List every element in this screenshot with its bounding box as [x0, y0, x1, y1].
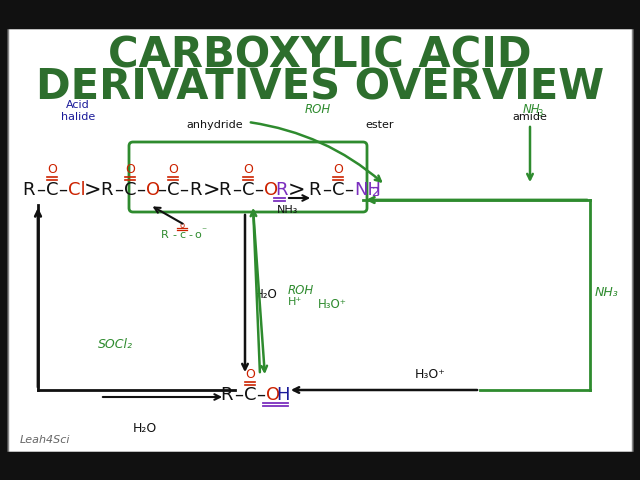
- Text: C: C: [242, 181, 255, 199]
- Text: O: O: [333, 163, 343, 176]
- Text: >: >: [84, 180, 102, 200]
- Text: NH: NH: [523, 103, 541, 116]
- Text: O: O: [266, 386, 280, 404]
- Text: 2: 2: [371, 187, 379, 200]
- Text: ester: ester: [365, 120, 394, 130]
- Bar: [8, 28, 632, 452]
- Text: H: H: [276, 386, 289, 404]
- Text: R: R: [308, 181, 321, 199]
- Text: CARBOXYLIC ACID: CARBOXYLIC ACID: [108, 34, 532, 76]
- Text: -: -: [188, 230, 192, 240]
- Text: C: C: [167, 181, 179, 199]
- Text: O: O: [125, 163, 135, 176]
- Text: C: C: [244, 386, 257, 404]
- Text: O: O: [146, 181, 160, 199]
- Text: anhydride: anhydride: [187, 120, 243, 130]
- Text: SOCl₂: SOCl₂: [97, 338, 132, 351]
- Text: Acid
halide: Acid halide: [61, 100, 95, 122]
- Text: R: R: [218, 181, 230, 199]
- Text: >: >: [203, 180, 221, 200]
- Text: –: –: [344, 181, 353, 199]
- Text: Leah4Sci: Leah4Sci: [20, 435, 70, 445]
- Text: ROH: ROH: [305, 103, 331, 116]
- Text: –: –: [179, 181, 188, 199]
- Text: –: –: [136, 181, 145, 199]
- Text: R: R: [189, 181, 202, 199]
- Text: H₂O: H₂O: [255, 288, 278, 300]
- Text: Cl: Cl: [68, 181, 86, 199]
- Text: NH₃: NH₃: [277, 205, 299, 215]
- Text: H₂O: H₂O: [133, 421, 157, 434]
- Text: H₃O⁺: H₃O⁺: [318, 299, 347, 312]
- Bar: [8, 28, 632, 452]
- Text: DERIVATIVES OVERVIEW: DERIVATIVES OVERVIEW: [36, 66, 604, 108]
- Text: R: R: [220, 386, 232, 404]
- Text: >: >: [288, 180, 305, 200]
- Text: R: R: [275, 181, 287, 199]
- Text: c: c: [179, 230, 185, 240]
- Text: R: R: [22, 181, 35, 199]
- Text: O: O: [243, 163, 253, 176]
- Text: NH₃: NH₃: [595, 287, 619, 300]
- Bar: [0, 0, 640, 28]
- Text: H⁺: H⁺: [288, 297, 302, 307]
- Text: O: O: [245, 368, 255, 381]
- Text: –: –: [114, 181, 123, 199]
- Text: –: –: [157, 181, 166, 199]
- Text: -: -: [172, 230, 176, 240]
- Text: C: C: [332, 181, 344, 199]
- Text: O: O: [264, 181, 278, 199]
- Text: O: O: [47, 163, 57, 176]
- Text: –: –: [256, 386, 265, 404]
- Text: amide: amide: [513, 112, 547, 122]
- Text: C: C: [124, 181, 136, 199]
- Text: 3: 3: [537, 109, 542, 118]
- Text: C: C: [46, 181, 58, 199]
- Text: o: o: [195, 230, 202, 240]
- Text: –: –: [232, 181, 241, 199]
- Text: –: –: [322, 181, 331, 199]
- Text: ⁻: ⁻: [202, 226, 207, 236]
- Text: ROH: ROH: [288, 284, 314, 297]
- Text: NH: NH: [354, 181, 381, 199]
- Text: R: R: [161, 230, 169, 240]
- Text: –: –: [234, 386, 243, 404]
- Text: O: O: [168, 163, 178, 176]
- Text: –: –: [36, 181, 45, 199]
- Text: –: –: [254, 181, 263, 199]
- Text: –: –: [58, 181, 67, 199]
- Bar: [0, 452, 640, 480]
- Text: R: R: [100, 181, 113, 199]
- Text: H₃O⁺: H₃O⁺: [415, 369, 445, 382]
- Text: o: o: [179, 221, 184, 230]
